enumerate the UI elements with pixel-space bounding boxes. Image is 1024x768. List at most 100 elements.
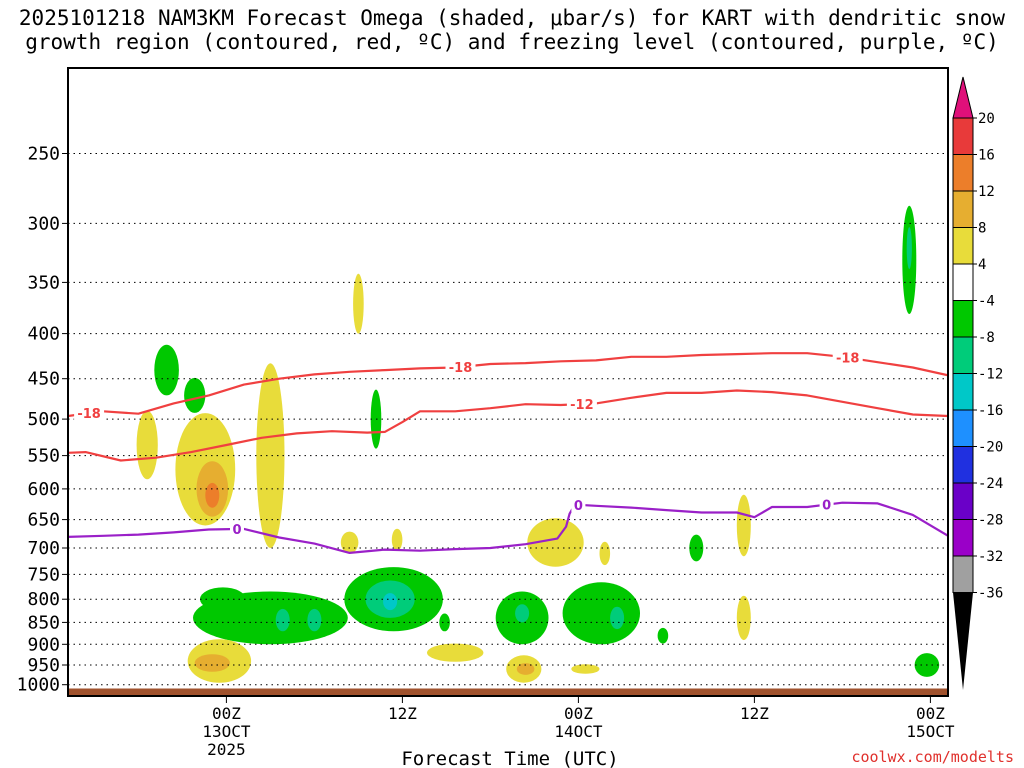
colorbar-label-7: -12 xyxy=(978,367,1003,383)
x-tick-label-0-2: 13OCT xyxy=(202,722,251,741)
colorbar-swatch-6 xyxy=(952,336,974,374)
colorbar-label-12: -32 xyxy=(978,549,1003,565)
omega-region-26 xyxy=(657,627,669,644)
colorbar-label-4: 4 xyxy=(978,257,986,273)
contour-label-0-2: -18 xyxy=(836,352,860,367)
contour-label-1-0: -12 xyxy=(570,398,594,413)
colorbar-swatch-8 xyxy=(952,409,974,447)
omega-region-36 xyxy=(906,227,912,270)
y-tick-label-650: 650 xyxy=(27,510,60,531)
colorbar-swatch-12 xyxy=(952,555,974,593)
y-tick-label-350: 350 xyxy=(27,272,60,293)
omega-region-34 xyxy=(194,654,230,672)
colorbar-top-triangle xyxy=(952,76,974,119)
colorbar-label-1: 16 xyxy=(978,148,995,164)
omega-region-12 xyxy=(275,608,290,632)
contour-label-bg-2-1 xyxy=(571,496,586,513)
omega-region-17 xyxy=(383,593,398,611)
omega-region-4 xyxy=(205,482,220,508)
colorbar-swatch-10 xyxy=(952,482,974,520)
chart-title-line1: 2025101218 NAM3KM Forecast Omega (shaded… xyxy=(18,6,1006,30)
omega-region-0 xyxy=(154,344,179,396)
colorbar-label-8: -16 xyxy=(978,403,1003,419)
credit-text: coolwx.com/modelts xyxy=(851,748,1014,766)
contour-label-0-0: -18 xyxy=(77,407,101,422)
ground-surface xyxy=(68,688,948,696)
colorbar-label-3: 8 xyxy=(978,221,986,237)
omega-region-21 xyxy=(599,541,611,566)
y-tick-label-450: 450 xyxy=(27,369,60,390)
omega-region-5 xyxy=(184,377,206,413)
contour-label-2-2: 0 xyxy=(822,499,831,514)
y-tick-label-700: 700 xyxy=(27,538,60,559)
omega-region-7 xyxy=(353,273,364,334)
x-tick-label-2-2: 14OCT xyxy=(554,722,603,741)
colorbar-swatch-4 xyxy=(952,263,974,301)
colorbar-label-6: -8 xyxy=(978,330,995,346)
omega-region-28 xyxy=(736,494,751,557)
omega-region-19 xyxy=(427,643,484,662)
colorbar-label-11: -28 xyxy=(978,513,1003,529)
colorbar-label-2: 12 xyxy=(978,184,995,200)
y-tick-label-950: 950 xyxy=(27,655,60,676)
y-tick-label-900: 900 xyxy=(27,634,60,655)
x-tick-label-4-1: 00Z xyxy=(916,704,945,723)
x-axis-label: Forecast Time (UTC) xyxy=(401,748,618,768)
omega-region-24 xyxy=(562,582,640,645)
x-tick-label-4-2: 15OCT xyxy=(906,722,955,741)
omega-region-29 xyxy=(736,595,751,641)
colorbar-label-5: -4 xyxy=(978,294,995,310)
colorbar-swatch-9 xyxy=(952,446,974,484)
omega-region-18 xyxy=(439,613,450,632)
omega-region-25 xyxy=(610,606,625,630)
omega-region-6 xyxy=(256,363,285,548)
colorbar-label-0: 20 xyxy=(978,111,995,127)
x-tick-label-0-1: 00Z xyxy=(212,704,241,723)
y-tick-label-850: 850 xyxy=(27,612,60,633)
colorbar-label-9: -20 xyxy=(978,440,1003,456)
x-tick-label-1-1: 12Z xyxy=(388,704,417,723)
contour-label-bg-2-2 xyxy=(819,496,834,513)
x-tick-label-0-3: 2025 xyxy=(207,740,246,759)
omega-region-23 xyxy=(515,604,530,623)
contour-line-0 xyxy=(68,352,948,418)
contour-label-bg-2-0 xyxy=(230,521,244,537)
colorbar-swatch-1 xyxy=(952,154,974,192)
contour-line-1 xyxy=(68,389,948,462)
y-tick-label-1000: 1000 xyxy=(17,675,60,696)
contour-label-0-1: -18 xyxy=(449,361,473,376)
omega-region-13 xyxy=(307,608,322,632)
contour-label-bg-0-2 xyxy=(832,349,863,366)
plot-frame xyxy=(67,67,949,697)
colorbar-swatch-5 xyxy=(952,300,974,338)
colorbar-bottom-triangle xyxy=(953,592,973,690)
y-tick-label-600: 600 xyxy=(27,479,60,500)
y-tick-label-250: 250 xyxy=(27,144,60,165)
omega-region-1 xyxy=(136,410,158,480)
omega-region-20 xyxy=(527,518,584,567)
contour-label-2-0: 0 xyxy=(232,523,241,538)
colorbar-swatch-11 xyxy=(952,519,974,557)
omega-region-32 xyxy=(571,664,600,674)
contour-label-2-1: 0 xyxy=(574,499,583,514)
colorbar-swatch-7 xyxy=(952,373,974,411)
y-tick-label-300: 300 xyxy=(27,213,60,234)
x-tick-label-2-1: 00Z xyxy=(564,704,593,723)
colorbar-label-10: -24 xyxy=(978,476,1003,492)
omega-region-9 xyxy=(340,531,359,554)
omega-region-10 xyxy=(391,528,403,551)
omega-region-31 xyxy=(516,663,535,675)
y-tick-label-500: 500 xyxy=(27,409,60,430)
y-tick-label-400: 400 xyxy=(27,324,60,345)
colorbar-swatch-2 xyxy=(952,190,974,228)
contour-label-bg-0-1 xyxy=(445,359,476,375)
x-tick-label-3-1: 12Z xyxy=(740,704,769,723)
y-tick-label-550: 550 xyxy=(27,446,60,467)
y-tick-label-800: 800 xyxy=(27,589,60,610)
chart-title-line2: growth region (contoured, red, ºC) and f… xyxy=(25,30,999,54)
y-tick-label-750: 750 xyxy=(27,564,60,585)
contour-label-bg-0-0 xyxy=(74,405,105,422)
colorbar-label-13: -36 xyxy=(978,586,1003,602)
colorbar-swatch-3 xyxy=(952,227,974,265)
